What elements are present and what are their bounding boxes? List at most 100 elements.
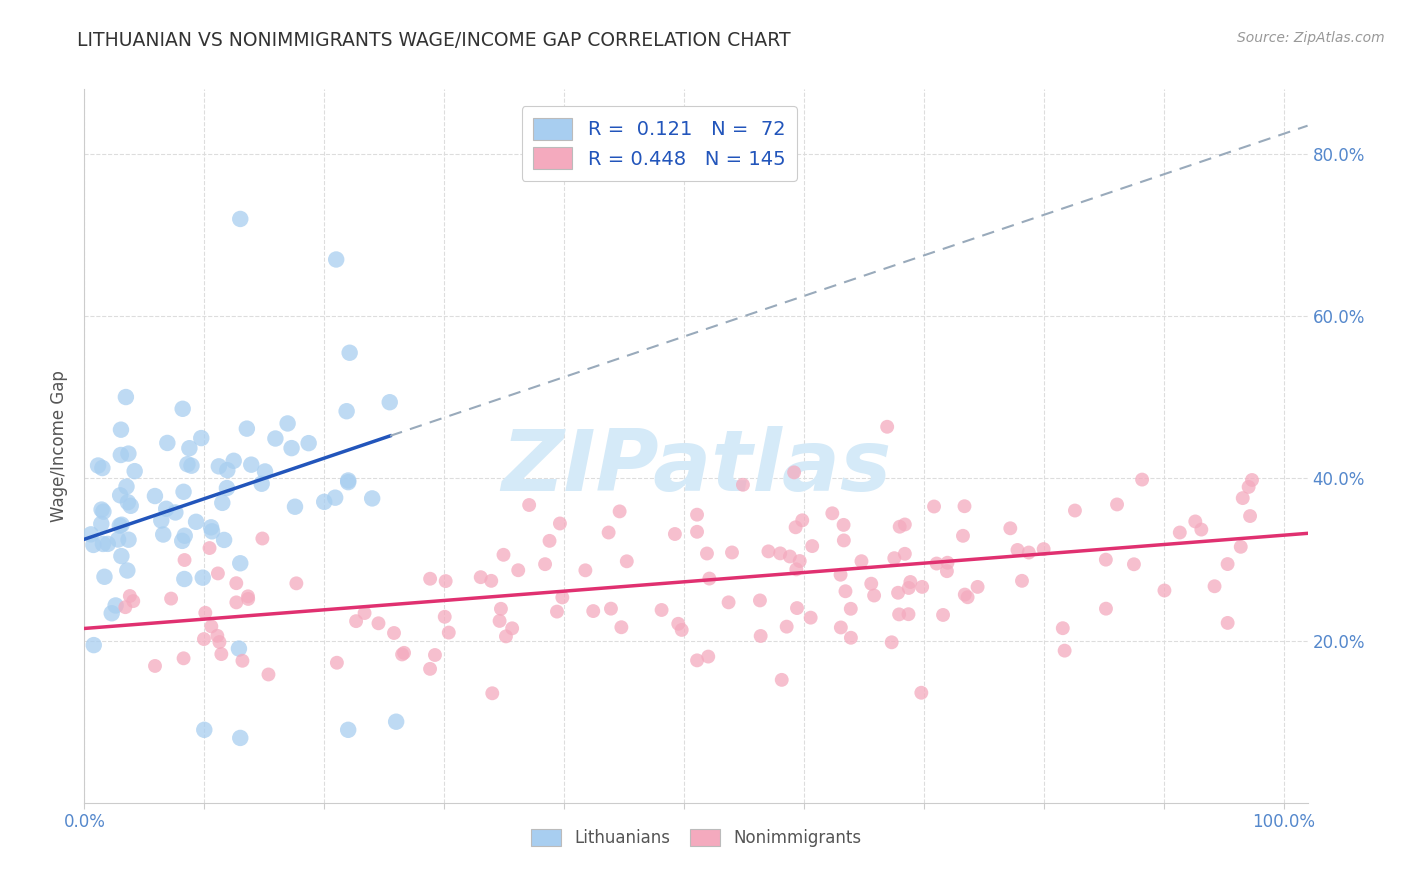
Point (314, 495, 336, 509)
Point (117, 564, 139, 578)
Point (143, 659, 166, 673)
Point (419, 662, 441, 676)
Point (508, 563, 530, 577)
Point (832, 517, 855, 532)
Point (489, 602, 512, 616)
Point (749, 629, 772, 643)
Point (115, 390, 138, 404)
Point (173, 529, 195, 543)
Point (883, 551, 905, 566)
Point (731, 477, 754, 491)
Point (207, 629, 229, 643)
Point (238, 591, 260, 606)
Point (792, 513, 814, 527)
Point (110, 549, 132, 563)
Point (172, 401, 194, 416)
Point (156, 436, 179, 450)
Point (173, 484, 195, 499)
Point (686, 508, 709, 522)
Point (367, 616, 389, 631)
Point (212, 533, 235, 547)
Point (1053, 643, 1076, 657)
Point (179, 441, 201, 455)
Point (834, 584, 856, 599)
Point (110, 423, 132, 437)
Point (361, 491, 384, 506)
Point (122, 594, 145, 608)
Point (236, 422, 259, 436)
Point (696, 547, 718, 561)
Point (284, 500, 307, 514)
Point (821, 506, 844, 520)
Legend: Lithuanians, Nonimmigrants: Lithuanians, Nonimmigrants (522, 821, 870, 855)
Point (165, 506, 187, 520)
Point (598, 525, 620, 540)
Point (546, 605, 568, 619)
Point (897, 581, 920, 595)
Point (391, 648, 413, 662)
Point (114, 600, 136, 615)
Point (209, 647, 232, 661)
Point (534, 557, 557, 571)
Point (610, 620, 633, 634)
Point (344, 614, 367, 628)
Point (423, 648, 446, 662)
Point (104, 599, 127, 613)
Point (115, 480, 138, 494)
Point (785, 520, 807, 534)
Point (501, 621, 523, 635)
Point (488, 614, 510, 628)
Point (434, 574, 457, 588)
Point (120, 499, 142, 513)
Point (538, 533, 561, 548)
Point (748, 593, 770, 607)
Point (392, 646, 415, 660)
Point (671, 623, 693, 637)
Point (172, 533, 194, 548)
Point (82, 538, 104, 552)
Point (517, 498, 540, 512)
Point (419, 572, 441, 586)
Point (378, 395, 401, 409)
Point (207, 566, 229, 581)
Point (769, 546, 792, 560)
Point (839, 602, 862, 616)
Point (257, 667, 280, 681)
Point (236, 590, 259, 604)
Point (800, 610, 823, 624)
Point (953, 500, 976, 514)
Point (936, 556, 959, 570)
Point (1232, 491, 1254, 505)
Point (894, 547, 917, 561)
Point (1153, 583, 1175, 598)
Point (280, 441, 302, 455)
Point (152, 527, 174, 541)
Point (285, 576, 308, 591)
Point (191, 571, 214, 585)
Text: ZIPatlas: ZIPatlas (501, 425, 891, 509)
Point (339, 345, 361, 359)
Point (1239, 509, 1261, 524)
Point (1122, 558, 1144, 572)
Point (1095, 601, 1118, 615)
Point (108, 518, 131, 533)
Point (1105, 498, 1128, 512)
Point (225, 576, 247, 591)
Point (697, 649, 720, 664)
Point (200, 619, 222, 633)
Point (786, 601, 808, 615)
Point (231, 654, 253, 668)
Point (966, 580, 988, 594)
Point (830, 567, 852, 582)
Point (87, 458, 110, 473)
Point (616, 554, 638, 568)
Point (666, 616, 689, 631)
Point (758, 544, 780, 558)
Point (326, 656, 349, 670)
Point (911, 580, 934, 594)
Point (160, 591, 183, 606)
Point (173, 553, 195, 567)
Point (97, 537, 120, 551)
Point (336, 404, 359, 418)
Point (779, 549, 801, 564)
